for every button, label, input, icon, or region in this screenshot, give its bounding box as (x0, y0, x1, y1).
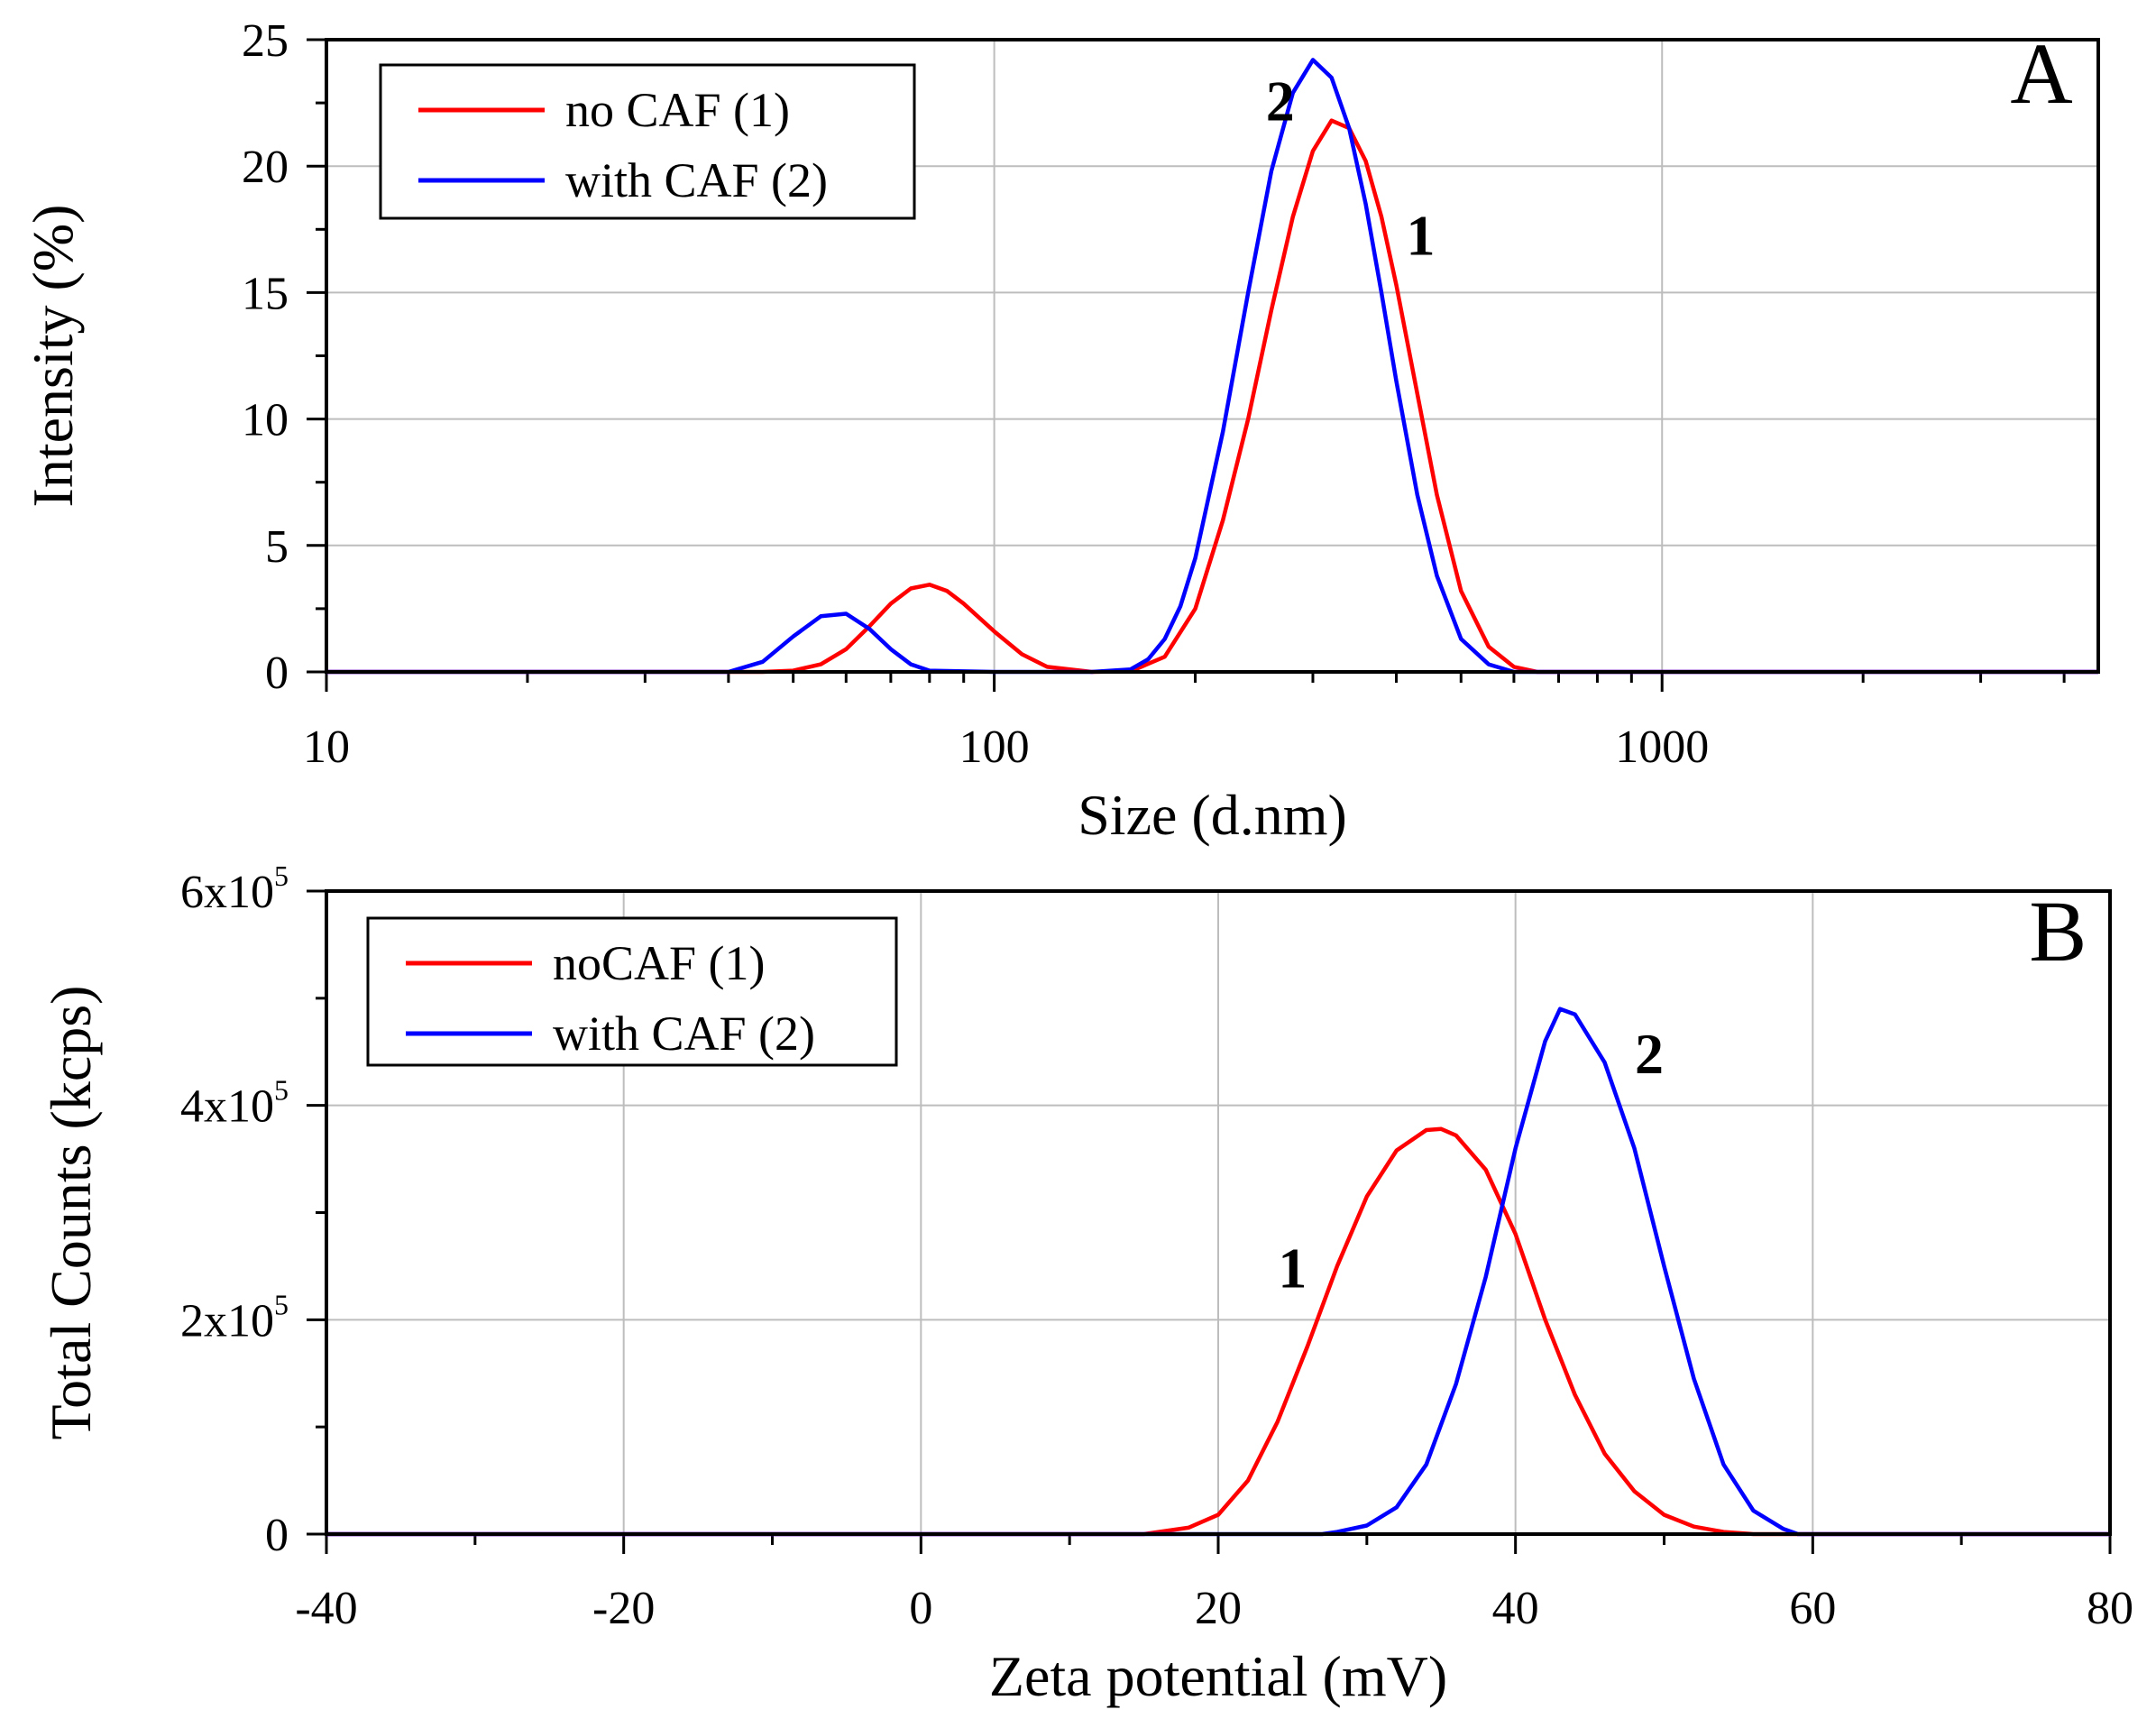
y-tick-label: 10 (242, 395, 289, 446)
y-axis-title: Total Counts (kcps) (39, 986, 103, 1440)
x-tick-label: 40 (1492, 1583, 1539, 1634)
y-tick-label: 15 (242, 268, 289, 319)
x-axis-title: Size (d.nm) (1078, 783, 1347, 847)
panel-letter: B (2029, 883, 2087, 979)
y-tick-label: 20 (242, 142, 289, 193)
y-tick-mantissa: 6x10 (180, 867, 274, 918)
x-tick-label: 0 (909, 1583, 932, 1634)
panel-letter: A (2010, 25, 2072, 122)
y-tick-exponent: 5 (274, 1074, 289, 1107)
y-tick-label: 2x105 (180, 1288, 289, 1347)
y-tick-label: 6x105 (180, 859, 289, 918)
y-tick-exponent: 5 (274, 859, 289, 892)
y-tick-exponent: 5 (274, 1288, 289, 1320)
legend-label-2: with CAF (2) (565, 153, 828, 207)
x-axis-title: Zeta potential (mV) (989, 1644, 1447, 1708)
series-line-2 (326, 58, 2098, 675)
x-tick-label: 60 (1789, 1583, 1836, 1634)
legend-label-2: with CAF (2) (553, 1006, 815, 1061)
y-tick-label: 25 (242, 15, 289, 67)
y-tick-label: 4x105 (180, 1074, 289, 1133)
legend-box (379, 63, 916, 220)
legend-label-1: no CAF (1) (565, 83, 790, 137)
x-tick-label: -20 (592, 1583, 655, 1634)
series-line-1 (326, 118, 2098, 675)
y-tick-mantissa: 0 (265, 1510, 289, 1561)
legend: noCAF (1) with CAF (2) (366, 916, 898, 1067)
curve-label: 2 (1635, 1022, 1664, 1086)
curve-label: 1 (1278, 1236, 1307, 1301)
y-tick-mantissa: 4x10 (180, 1081, 274, 1133)
x-tick-label: 10 (303, 722, 350, 773)
series-line-1 (326, 1126, 2110, 1537)
x-tick-label: -40 (295, 1583, 357, 1634)
y-axis-title: Intensity (%) (21, 205, 85, 508)
x-tick-label: 1000 (1615, 722, 1709, 773)
plot-frame (325, 38, 2100, 674)
plot-frame (325, 889, 2112, 1536)
x-tick-label: 20 (1195, 1583, 1242, 1634)
y-tick-mantissa: 2x10 (180, 1295, 274, 1347)
legend-label-1: noCAF (1) (553, 936, 766, 990)
x-tick-label: 80 (2087, 1583, 2133, 1634)
curve-label: 2 (1266, 69, 1295, 133)
curve-label: 1 (1406, 203, 1435, 267)
y-tick-label: 0 (265, 648, 289, 699)
x-tick-label: 100 (959, 722, 1030, 773)
legend-box (366, 916, 898, 1067)
y-tick-label: 0 (265, 1510, 289, 1561)
legend: no CAF (1) with CAF (2) (379, 63, 916, 220)
panel-a: 10 100 1000 0 5 10 15 20 25 Size (d.nm) Intensity … (21, 15, 2100, 847)
y-tick-label: 5 (265, 521, 289, 573)
series-line-2 (326, 1006, 2110, 1537)
